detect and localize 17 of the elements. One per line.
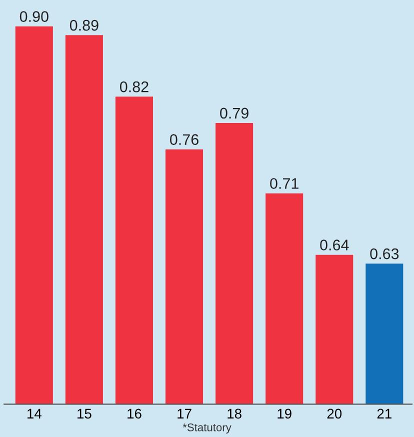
x-tick-label: 18 xyxy=(228,408,242,419)
data-label: 0.79 xyxy=(220,108,248,119)
data-label: 0.89 xyxy=(70,20,98,31)
data-label: 0.76 xyxy=(170,134,198,145)
data-label: 0.71 xyxy=(270,178,298,189)
x-tick-label: 21 xyxy=(377,408,392,418)
text: *Statutory xyxy=(182,423,232,434)
x-tick-label: 14 xyxy=(27,408,42,418)
data-label: 0.64 xyxy=(320,240,349,250)
x-tick-label: 15 xyxy=(78,408,92,419)
x-tick-label: 16 xyxy=(128,408,142,419)
data-label: 0.82 xyxy=(120,81,148,92)
x-tick-label: 17 xyxy=(178,408,192,418)
x-tick-label: 19 xyxy=(278,408,292,419)
data-label: 0.90 xyxy=(20,11,48,22)
x-tick-label: 20 xyxy=(327,408,342,419)
data-label: 0.63 xyxy=(370,248,399,260)
